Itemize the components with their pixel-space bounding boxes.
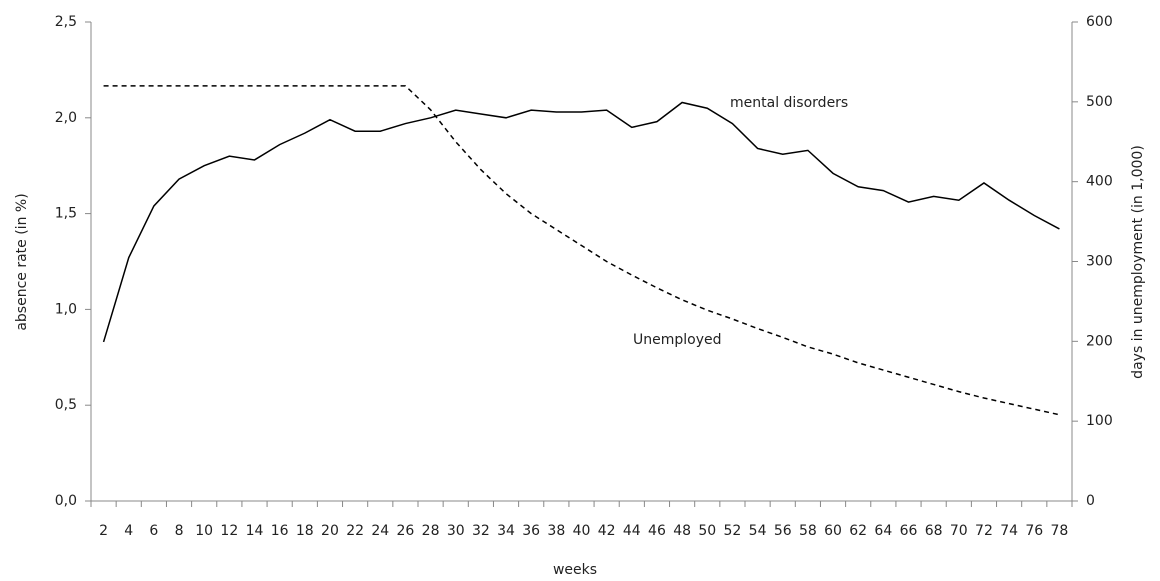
x-tick-label: 36 <box>522 523 540 539</box>
y-tick-label: 0,0 <box>55 493 77 509</box>
series-label: Unemployed <box>633 332 722 348</box>
x-tick-label: 32 <box>472 523 490 539</box>
x-tick-label: 72 <box>975 523 993 539</box>
x-tick-label: 78 <box>1051 523 1069 539</box>
series-line <box>103 85 1060 416</box>
x-tick-label: 48 <box>673 523 691 539</box>
x-tick-label: 68 <box>925 523 943 539</box>
series-line <box>102 101 1060 343</box>
y2-tick-label: 400 <box>1086 174 1113 190</box>
x-tick-label: 74 <box>1000 523 1018 539</box>
x-tick-label: 66 <box>900 523 918 539</box>
x-tick-label: 54 <box>749 523 767 539</box>
x-tick-label: 42 <box>598 523 616 539</box>
y2-tick-label: 500 <box>1086 94 1113 110</box>
y2-tick-label: 300 <box>1086 254 1113 270</box>
x-tick-label: 62 <box>849 523 867 539</box>
y2-tick-label: 100 <box>1086 413 1113 429</box>
x-tick-label: 44 <box>623 523 641 539</box>
x-tick-label: 30 <box>447 523 465 539</box>
x-tick-label: 64 <box>874 523 892 539</box>
x-tick-label: 28 <box>422 523 440 539</box>
x-tick-label: 50 <box>698 523 716 539</box>
y2-tick-label: 0 <box>1086 493 1095 509</box>
x-tick-label: 76 <box>1025 523 1043 539</box>
x-tick-label: 10 <box>195 523 213 539</box>
x-tick-label: 22 <box>346 523 364 539</box>
y-tick-label: 2,5 <box>55 14 77 30</box>
x-tick-label: 60 <box>824 523 842 539</box>
y-axis-label: absence rate (in %) <box>14 193 30 330</box>
y2-axis-label: days in unemployment (in 1,000) <box>1130 145 1146 379</box>
y-tick-label: 1,0 <box>55 301 77 317</box>
x-tick-label: 26 <box>397 523 415 539</box>
y-tick-label: 2,0 <box>55 110 77 126</box>
x-tick-label: 20 <box>321 523 339 539</box>
x-tick-label: 14 <box>246 523 264 539</box>
x-tick-label: 38 <box>547 523 565 539</box>
y-tick-label: 0,5 <box>55 397 77 413</box>
y-tick-label: 1,5 <box>55 206 77 222</box>
x-tick-label: 8 <box>175 523 184 539</box>
y2-tick-label: 200 <box>1086 333 1113 349</box>
x-tick-label: 52 <box>724 523 742 539</box>
x-tick-label: 34 <box>497 523 515 539</box>
x-axis-label: weeks <box>553 562 597 578</box>
x-tick-label: 24 <box>371 523 389 539</box>
x-tick-label: 70 <box>950 523 968 539</box>
x-tick-label: 16 <box>271 523 289 539</box>
x-tick-label: 18 <box>296 523 314 539</box>
x-tick-label: 40 <box>573 523 591 539</box>
series-label: mental disorders <box>730 95 848 111</box>
x-tick-label: 4 <box>124 523 133 539</box>
x-tick-label: 6 <box>149 523 158 539</box>
x-tick-label: 46 <box>648 523 666 539</box>
x-tick-label: 58 <box>799 523 817 539</box>
y2-tick-label: 600 <box>1086 14 1113 30</box>
x-tick-label: 12 <box>220 523 238 539</box>
x-tick-label: 56 <box>774 523 792 539</box>
x-tick-label: 2 <box>99 523 108 539</box>
